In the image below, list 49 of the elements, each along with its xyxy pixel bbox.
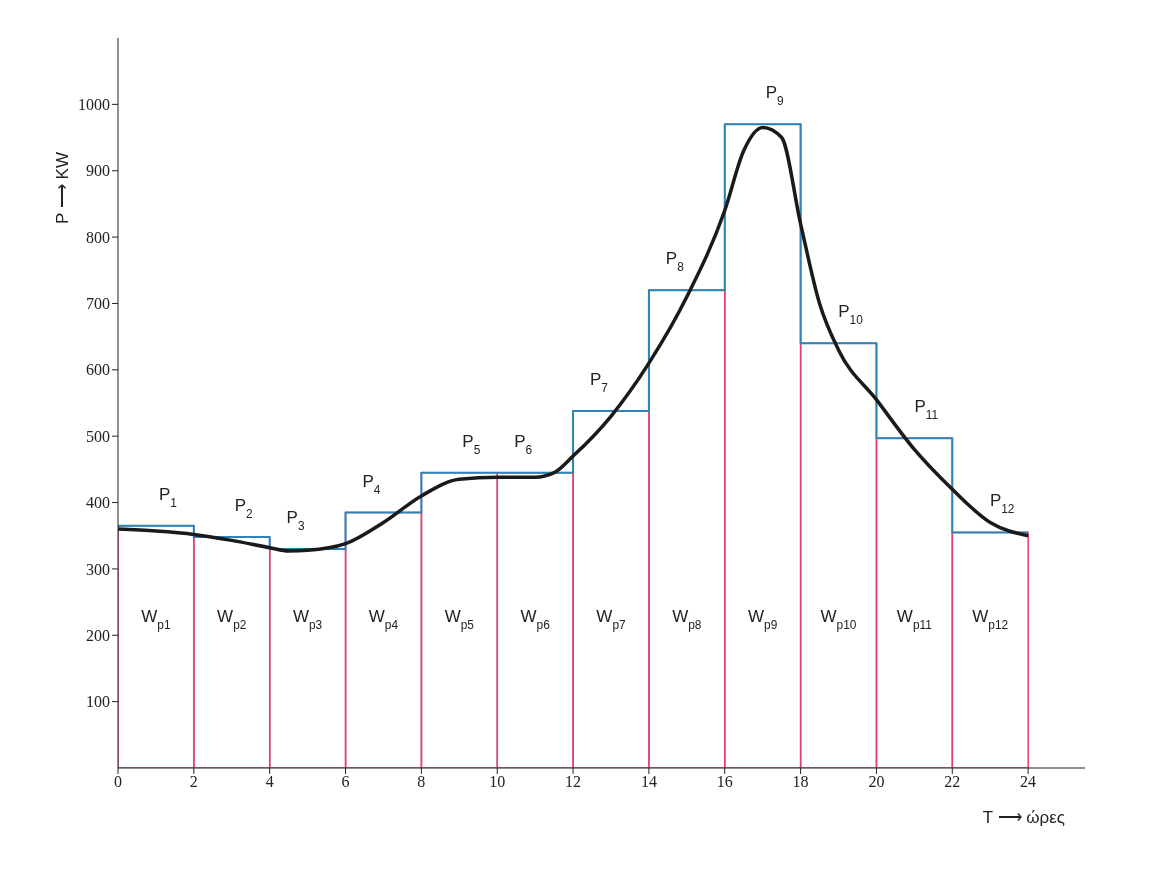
annotation: P$_{1}$ — [158, 484, 178, 510]
annotation: W$_{p1}$ — [141, 607, 171, 632]
annotation: W$_{p7}$ — [596, 607, 626, 632]
annotation: P$_{7}$ — [590, 369, 609, 395]
annotation: W$_{p12}$ — [972, 607, 1009, 632]
y-tick-label: 200 — [86, 626, 110, 644]
x-tick-label: 16 — [716, 773, 733, 791]
x-axis-title: T ⟶ ώρες — [982, 808, 1065, 827]
y-tick-label: 300 — [86, 560, 110, 578]
annotation: W$_{p3}$ — [292, 607, 323, 632]
annotation: P$_{2}$ — [234, 496, 254, 522]
annotation: P$_{8}$ — [665, 249, 685, 275]
x-tick-label: 10 — [489, 773, 506, 791]
x-tick-label: 12 — [565, 773, 582, 791]
y-tick-label: 600 — [86, 361, 110, 379]
x-tick-label: 18 — [792, 773, 809, 791]
x-tick-label: 2 — [189, 773, 198, 791]
x-tick-label: 8 — [417, 773, 426, 791]
y-tick-label: 400 — [86, 494, 110, 512]
x-tick-label: 6 — [341, 773, 350, 791]
annotation: P$_{4}$ — [362, 471, 381, 497]
x-tick-label: 4 — [265, 773, 274, 791]
x-tick-label: 0 — [114, 773, 122, 791]
y-tick-label: 900 — [86, 162, 110, 180]
y-axis-title: P ⟶ KW — [53, 152, 72, 224]
x-tick-label: 20 — [868, 773, 885, 791]
annotation: W$_{p2}$ — [217, 607, 247, 632]
annotation: P$_{10}$ — [838, 302, 864, 328]
annotation: W$_{p9}$ — [748, 607, 778, 632]
annotation: W$_{p5}$ — [444, 607, 475, 632]
y-tick-label: 500 — [86, 427, 110, 445]
annotation: P$_{6}$ — [514, 431, 533, 457]
annotation: W$_{p10}$ — [820, 607, 857, 632]
annotation: W$_{p8}$ — [672, 607, 702, 632]
annotation: P$_{12}$ — [989, 491, 1015, 517]
annotation: P$_{9}$ — [765, 83, 785, 109]
y-tick-label: 100 — [86, 693, 110, 711]
x-tick-label: 14 — [640, 773, 657, 791]
x-tick-label: 22 — [944, 773, 961, 791]
annotation: W$_{p6}$ — [520, 607, 551, 632]
annotation: P$_{3}$ — [286, 508, 305, 533]
annotation: P$_{5}$ — [462, 431, 481, 457]
annotation: W$_{p4}$ — [368, 607, 399, 632]
y-tick-label: 700 — [86, 295, 110, 313]
annotation: P$_{11}$ — [914, 397, 939, 423]
y-tick-label: 800 — [86, 228, 110, 246]
x-tick-label: 24 — [1020, 773, 1037, 791]
y-tick-label: 1000 — [78, 96, 110, 114]
annotation: W$_{p11}$ — [896, 607, 933, 632]
